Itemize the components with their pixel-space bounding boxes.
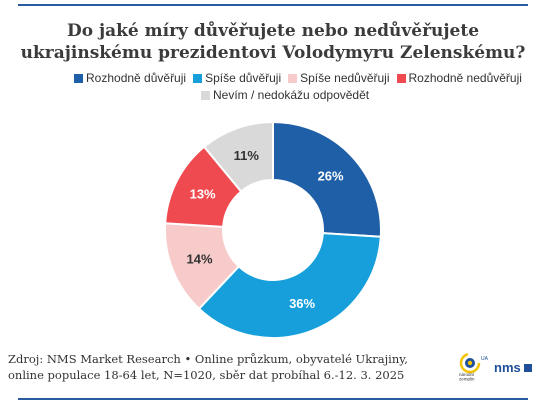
slice-label-rozhodne-duveruji: 26% bbox=[318, 168, 344, 183]
bottom-divider bbox=[18, 398, 528, 400]
legend-item: Spíše důvěřuji bbox=[193, 70, 281, 86]
slice-label-rozhodne-neduveruji: 13% bbox=[190, 187, 216, 202]
svg-text:UA: UA bbox=[481, 356, 489, 362]
legend-item: Spíše nedůvěřuji bbox=[288, 70, 390, 86]
legend-label: Spíše nedůvěřuji bbox=[300, 71, 390, 85]
svg-text:zemplin: zemplin bbox=[459, 377, 475, 382]
nms-logo-text: nms bbox=[494, 360, 521, 375]
legend-label: Spíše důvěřuji bbox=[205, 71, 282, 85]
legend-swatch bbox=[74, 73, 83, 83]
legend-item: Nevím / nedokážu odpovědět bbox=[201, 87, 369, 103]
legend-swatch bbox=[396, 73, 406, 83]
legend: Rozhodně důvěřuji Spíše důvěřuji Spíše n… bbox=[74, 70, 522, 104]
nms-logo: nms bbox=[494, 360, 532, 375]
legend-item: Rozhodně nedůvěřuji bbox=[396, 70, 522, 86]
legend-swatch bbox=[201, 90, 210, 100]
donut-slice-spise-duveruji bbox=[197, 232, 382, 339]
donut-slice-rozhodne-duveruji bbox=[272, 120, 382, 238]
legend-swatch bbox=[193, 73, 203, 83]
legend-label: Rozhodně nedůvěřuji bbox=[408, 71, 522, 85]
svg-text:národní: národní bbox=[459, 372, 475, 377]
slice-label-spise-neduveruji: 14% bbox=[187, 252, 213, 267]
slice-label-spise-duveruji: 36% bbox=[289, 296, 315, 311]
chart-title: Do jaké míry důvěřujete nebo nedůvěřujet… bbox=[20, 21, 526, 63]
legend-row-2: Nevím / nedokážu odpovědět bbox=[74, 87, 494, 103]
legend-label: Rozhodně důvěřuji bbox=[86, 71, 187, 85]
top-divider bbox=[18, 4, 528, 6]
legend-swatch bbox=[288, 73, 298, 83]
slice-label-nevim-nedokazu-odpovedet: 11% bbox=[234, 148, 260, 163]
legend-label: Nevím / nedokážu odpovědět bbox=[213, 88, 370, 102]
narodni-zemplin-logo: UA národní zemplin bbox=[458, 351, 492, 382]
donut-slice-nevim-nedokazu-odpovedet bbox=[202, 120, 274, 193]
legend-row-1: Rozhodně důvěřuji Spíše důvěřuji Spíše n… bbox=[74, 70, 522, 86]
nms-logo-square bbox=[523, 363, 532, 372]
source-note: Zdroj: NMS Market Research • Online průz… bbox=[8, 352, 408, 382]
legend-item: Rozhodně důvěřuji bbox=[74, 70, 186, 86]
